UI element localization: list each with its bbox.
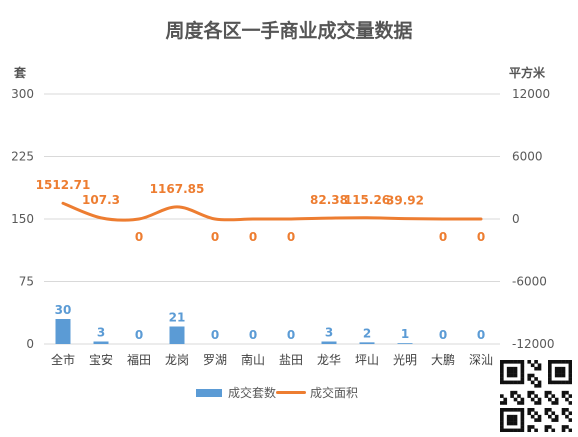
bar-data-label: 2 — [363, 326, 371, 340]
right-tick-label: -12000 — [512, 337, 555, 351]
bar-data-label: 3 — [325, 326, 333, 340]
line-data-label: 1512.71 — [36, 178, 91, 192]
line-data-label: 0 — [211, 230, 219, 244]
category-label: 罗湖 — [203, 352, 227, 367]
right-tick-label: 12000 — [512, 87, 550, 101]
bar-data-label: 0 — [287, 328, 295, 342]
bar — [55, 319, 71, 344]
category-label: 南山 — [241, 352, 265, 367]
legend-item-line: 成交面积 — [276, 384, 358, 401]
line-data-label: 0 — [135, 230, 143, 244]
line-data-label: 0 — [249, 230, 257, 244]
line-data-label: 0 — [287, 230, 295, 244]
category-label: 光明 — [393, 353, 417, 367]
bar-data-label: 3 — [97, 326, 105, 340]
left-tick-label: 150 — [11, 212, 34, 226]
bar-data-label: 0 — [477, 328, 485, 342]
category-label: 宝安 — [89, 352, 113, 367]
bar-data-label: 1 — [401, 327, 409, 341]
bar — [359, 342, 375, 344]
category-label: 全市 — [51, 352, 75, 367]
bar-data-label: 0 — [135, 328, 143, 342]
left-tick-label: 0 — [26, 337, 34, 351]
category-label: 龙华 — [317, 353, 341, 367]
legend-bar-label: 成交套数 — [228, 386, 277, 400]
legend-line-swatch — [276, 391, 307, 394]
line-data-label: 0 — [439, 230, 447, 244]
line-data-label: 107.3 — [82, 193, 120, 207]
line-data-label: 115.26 — [344, 193, 390, 207]
category-label: 福田 — [127, 352, 151, 367]
right-tick-label: 0 — [512, 212, 520, 226]
bar — [169, 326, 185, 344]
line-data-label: 1167.85 — [150, 182, 205, 196]
area-series-line — [61, 201, 483, 222]
line-data-label: 0 — [477, 230, 485, 244]
left-tick-label: 75 — [19, 275, 34, 289]
bar-data-label: 0 — [439, 328, 447, 342]
left-axis-unit: 套 — [14, 66, 27, 80]
legend-bar-swatch — [196, 388, 222, 397]
bar-data-label: 0 — [249, 328, 257, 342]
category-label: 大鹏 — [431, 353, 455, 367]
line-data-label: 39.92 — [386, 194, 424, 208]
right-axis-unit: 平方米 — [509, 66, 546, 80]
bar-data-label: 0 — [211, 328, 219, 342]
legend-line-label: 成交面积 — [310, 386, 359, 400]
right-tick-label: -6000 — [512, 275, 547, 289]
category-label: 盐田 — [279, 353, 303, 367]
left-tick-label: 300 — [11, 87, 34, 101]
bar — [321, 341, 337, 344]
bar — [397, 343, 413, 344]
bar-data-label: 21 — [169, 311, 186, 325]
category-label: 坪山 — [355, 353, 379, 367]
qr-code-image — [500, 360, 572, 432]
category-label: 龙岗 — [165, 353, 189, 367]
line-data-label: 82.38 — [310, 193, 348, 207]
left-tick-label: 225 — [11, 150, 34, 164]
bar — [93, 341, 109, 344]
category-label: 深汕 — [469, 353, 493, 367]
right-tick-label: 6000 — [512, 150, 543, 164]
legend: 成交套数 成交面积 — [196, 384, 358, 401]
legend-item-bar: 成交套数 — [196, 384, 276, 401]
bar-data-label: 30 — [55, 303, 72, 317]
chart-title: 周度各区一手商业成交量数据 — [165, 20, 413, 42]
